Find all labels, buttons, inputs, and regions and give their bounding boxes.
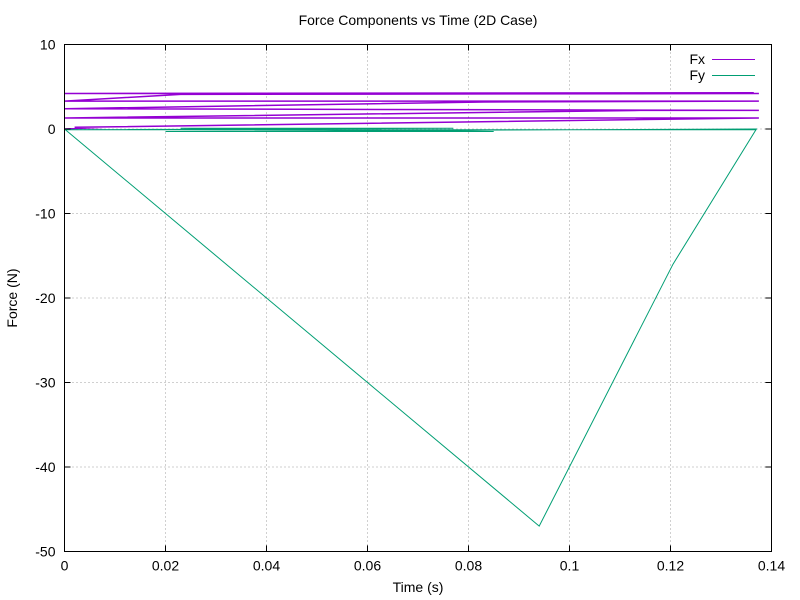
legend-label-fy: Fy [689,67,705,83]
x-tick-label: 0.06 [354,558,381,574]
series-line-fx [64,91,759,130]
x-tick-label: 0.14 [758,558,785,574]
axis-ticks: 0 0.02 0.04 0.06 0.08 0.1 0.12 0.14 -50 -40 -30 -20… [35,37,785,574]
y-tick-label: -10 [35,206,55,222]
y-tick-label: 10 [40,37,56,53]
y-tick-label: 0 [48,121,56,137]
y-axis-label: Force (N) [4,268,20,327]
y-tick-label: -40 [35,459,55,475]
x-tick-label: 0.02 [152,558,179,574]
series-line-fy [64,127,758,527]
x-tick-label: 0.1 [560,558,580,574]
plot-series [64,91,759,527]
y-tick-label: -50 [35,544,55,560]
legend-label-fx: Fx [689,51,705,67]
y-tick-label: -20 [35,290,55,306]
x-axis-label: Time (s) [393,579,444,595]
chart-title: Force Components vs Time (2D Case) [299,12,538,28]
y-tick-label: -30 [35,375,55,391]
x-tick-label: 0.08 [455,558,482,574]
x-tick-label: 0.04 [253,558,280,574]
x-tick-label: 0.12 [657,558,684,574]
x-tick-label: 0 [61,558,69,574]
legend: Fx Fy [689,51,755,83]
grid-lines [64,44,772,552]
